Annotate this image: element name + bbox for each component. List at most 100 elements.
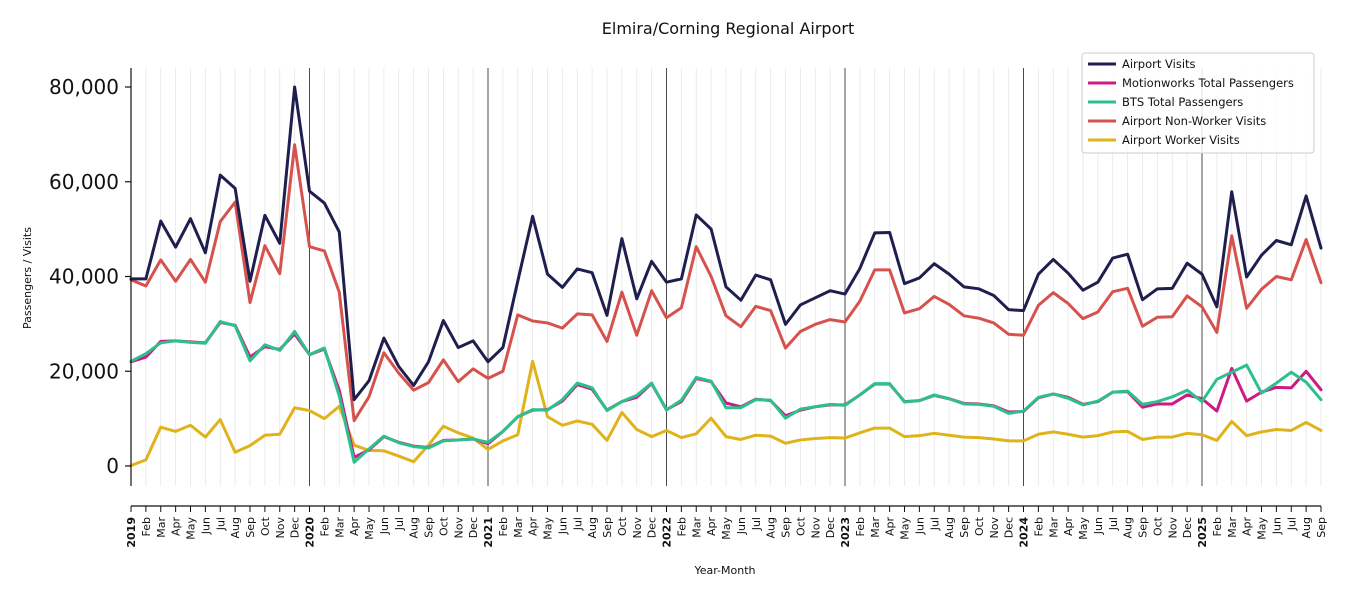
x-tick-label: Feb bbox=[854, 517, 867, 536]
x-tick-label: Mar bbox=[1226, 517, 1239, 538]
y-tick-label: 40,000 bbox=[49, 265, 119, 289]
x-tick-label: Sep bbox=[601, 517, 614, 538]
chart-title: Elmira/Corning Regional Airport bbox=[602, 19, 854, 38]
x-tick-label: Oct bbox=[973, 516, 986, 536]
x-tick-label: Aug bbox=[943, 517, 956, 538]
x-tick-label: Jun bbox=[378, 517, 391, 535]
x-tick-label: Aug bbox=[586, 517, 599, 538]
x-tick-label: Sep bbox=[958, 517, 971, 538]
x-tick-label: Mar bbox=[690, 517, 703, 538]
x-tick-label: Feb bbox=[675, 517, 688, 536]
legend-label: Airport Non-Worker Visits bbox=[1122, 114, 1266, 128]
y-tick-label: 60,000 bbox=[49, 170, 119, 194]
x-tick-label: Dec bbox=[467, 517, 480, 538]
x-tick-label: 2020 bbox=[304, 517, 317, 548]
x-tick-label: May bbox=[185, 517, 198, 540]
x-tick-label: Jul bbox=[750, 517, 763, 531]
y-tick-label: 20,000 bbox=[49, 359, 119, 383]
x-tick-label: Oct bbox=[1151, 516, 1164, 536]
x-tick-label: Oct bbox=[259, 516, 272, 536]
y-tick-label: 80,000 bbox=[49, 75, 119, 99]
x-tick-label: Oct bbox=[616, 516, 629, 536]
legend-label: Airport Visits bbox=[1122, 57, 1196, 71]
x-tick-label: Jul bbox=[214, 517, 227, 531]
x-tick-label: Sep bbox=[244, 517, 257, 538]
series-line bbox=[129, 320, 1323, 464]
x-tick-label: Apr bbox=[170, 517, 183, 537]
x-tick-label: Dec bbox=[824, 517, 837, 538]
x-tick-label: Oct bbox=[794, 516, 807, 536]
x-tick-label: Mar bbox=[1047, 517, 1060, 538]
x-tick-label: Jul bbox=[928, 517, 941, 531]
year-separator-lines bbox=[309, 68, 1203, 486]
x-tick-label: Oct bbox=[437, 516, 450, 536]
x-tick-label: Feb bbox=[1211, 517, 1224, 536]
legend: Airport Visits Motionworks Total Passenge… bbox=[1081, 52, 1315, 154]
x-tick-label: May bbox=[363, 517, 376, 540]
x-tick-label: Jul bbox=[1107, 517, 1120, 531]
x-tick-label: 2024 bbox=[1018, 517, 1031, 548]
x-tick-label: Aug bbox=[1122, 517, 1135, 538]
x-tick-label: 2022 bbox=[661, 517, 674, 548]
x-tick-label: Apr bbox=[884, 517, 897, 537]
x-tick-label: Dec bbox=[646, 517, 659, 538]
legend-box bbox=[1081, 52, 1315, 154]
series-lines bbox=[129, 85, 1323, 468]
x-tick-label: Jun bbox=[1270, 517, 1283, 535]
x-tick-label: Sep bbox=[423, 517, 436, 538]
x-tick-label: Jun bbox=[1092, 517, 1105, 535]
x-tick-label: Apr bbox=[527, 517, 540, 537]
x-tick-label: 2023 bbox=[839, 517, 852, 548]
x-tick-label: Jun bbox=[735, 517, 748, 535]
y-tick-label: 0 bbox=[106, 454, 119, 478]
x-tick-label: Jun bbox=[556, 517, 569, 535]
x-tick-label: Jun bbox=[199, 517, 212, 535]
x-tick-label: Feb bbox=[140, 517, 153, 536]
y-axis-label: Passengers / Visits bbox=[21, 227, 34, 329]
x-tick-label: Sep bbox=[1137, 517, 1150, 538]
x-tick-label: Apr bbox=[348, 517, 361, 537]
x-tick-label: Sep bbox=[1315, 517, 1328, 538]
x-tick-label: 2019 bbox=[125, 517, 138, 548]
x-tick-label: Jul bbox=[393, 517, 406, 531]
series-line bbox=[129, 85, 1323, 402]
x-tick-label: 2025 bbox=[1196, 517, 1209, 548]
x-tick-label: Aug bbox=[765, 517, 778, 538]
x-tick-label: Nov bbox=[452, 517, 465, 539]
x-tick-label: Apr bbox=[1241, 517, 1254, 537]
legend-label: BTS Total Passengers bbox=[1122, 95, 1243, 109]
x-tick-label: Aug bbox=[229, 517, 242, 538]
x-tick-label: Sep bbox=[780, 517, 793, 538]
x-tick-label: 2021 bbox=[482, 517, 495, 548]
x-tick-label: Dec bbox=[1181, 517, 1194, 538]
x-tick-label: Apr bbox=[1062, 517, 1075, 537]
x-tick-label: Nov bbox=[274, 517, 287, 539]
x-tick-label: Jul bbox=[571, 517, 584, 531]
x-tick-label: May bbox=[720, 517, 733, 540]
x-tick-label: Aug bbox=[408, 517, 421, 538]
x-tick-label: Dec bbox=[289, 517, 302, 538]
x-tick-label: Nov bbox=[988, 517, 1001, 539]
x-axis-ticks: 2019 Feb Mar Apr May Jun Jul Aug Sep Oct Nov Dec 202… bbox=[125, 506, 1328, 548]
x-tick-label: Jul bbox=[1285, 517, 1298, 531]
x-tick-label: Nov bbox=[809, 517, 822, 539]
x-tick-label: May bbox=[1077, 517, 1090, 540]
x-tick-label: May bbox=[542, 517, 555, 540]
x-tick-label: Mar bbox=[333, 517, 346, 538]
x-tick-label: Mar bbox=[512, 517, 525, 538]
x-tick-label: Mar bbox=[155, 517, 168, 538]
legend-label: Motionworks Total Passengers bbox=[1122, 76, 1294, 90]
x-tick-label: Aug bbox=[1300, 517, 1313, 538]
x-tick-label: Nov bbox=[1166, 517, 1179, 539]
x-tick-label: Feb bbox=[1032, 517, 1045, 536]
series-line bbox=[129, 143, 1323, 423]
series-line bbox=[129, 359, 1323, 468]
x-axis-label: Year-Month bbox=[693, 564, 755, 577]
x-tick-label: Dec bbox=[1003, 517, 1016, 538]
y-axis-ticks: 0 20,000 40,000 60,000 80,000 bbox=[49, 75, 131, 478]
x-tick-label: Feb bbox=[318, 517, 331, 536]
legend-label: Airport Worker Visits bbox=[1122, 133, 1240, 147]
x-tick-label: Jun bbox=[913, 517, 926, 535]
x-tick-label: Nov bbox=[631, 517, 644, 539]
